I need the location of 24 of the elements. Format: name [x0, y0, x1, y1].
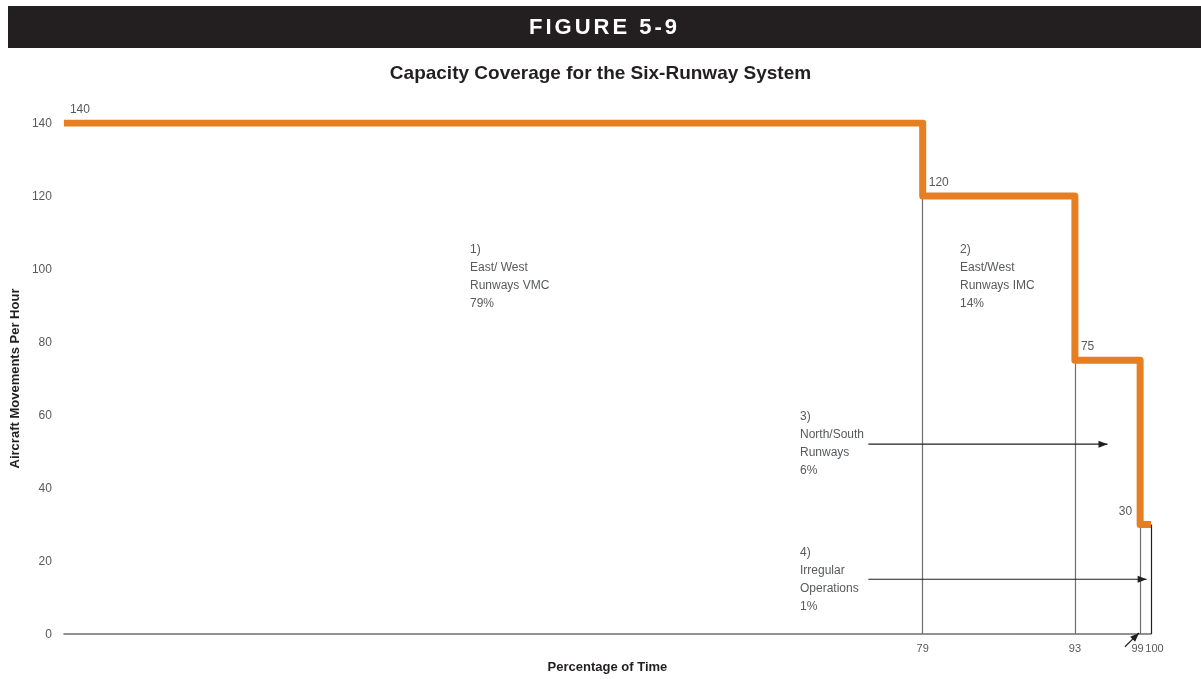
y-tick-label: 140	[31, 116, 53, 130]
y-tick-label: 40	[38, 481, 53, 495]
x-tick-label: 79	[916, 641, 929, 654]
x-tick-label: 99	[1131, 641, 1144, 654]
y-tick-label: 80	[38, 335, 53, 349]
chart-title: FIGURE 5-9	[8, 6, 1201, 48]
data-label: 30	[1118, 503, 1133, 518]
annotation: 4) Irregular Operations 1%	[800, 545, 859, 613]
y-tick-label: 100	[31, 262, 53, 276]
annotation: 3) North/South Runways 6%	[800, 409, 865, 477]
x-tick-label: 93	[1068, 641, 1082, 654]
annotation: 1) East/ West Runways VMC 79%	[470, 242, 550, 310]
y-tick-label: 120	[31, 189, 53, 203]
data-label: 140	[69, 102, 91, 116]
data-label: 75	[1080, 339, 1095, 354]
chart-subtitle: Capacity Coverage for the Six-Runway System	[389, 62, 812, 83]
annotation: 2) East/West Runways IMC 14%	[960, 242, 1036, 310]
x-tick-label: 100	[1145, 641, 1164, 654]
x-axis-title: Percentage of Time	[547, 659, 668, 674]
y-tick-label: 60	[38, 408, 53, 422]
data-label: 120	[928, 175, 950, 189]
y-tick-label: 20	[38, 554, 53, 568]
y-axis-title: Aircraft Movements Per Hour	[7, 288, 22, 469]
y-tick-label: 0	[45, 627, 53, 641]
